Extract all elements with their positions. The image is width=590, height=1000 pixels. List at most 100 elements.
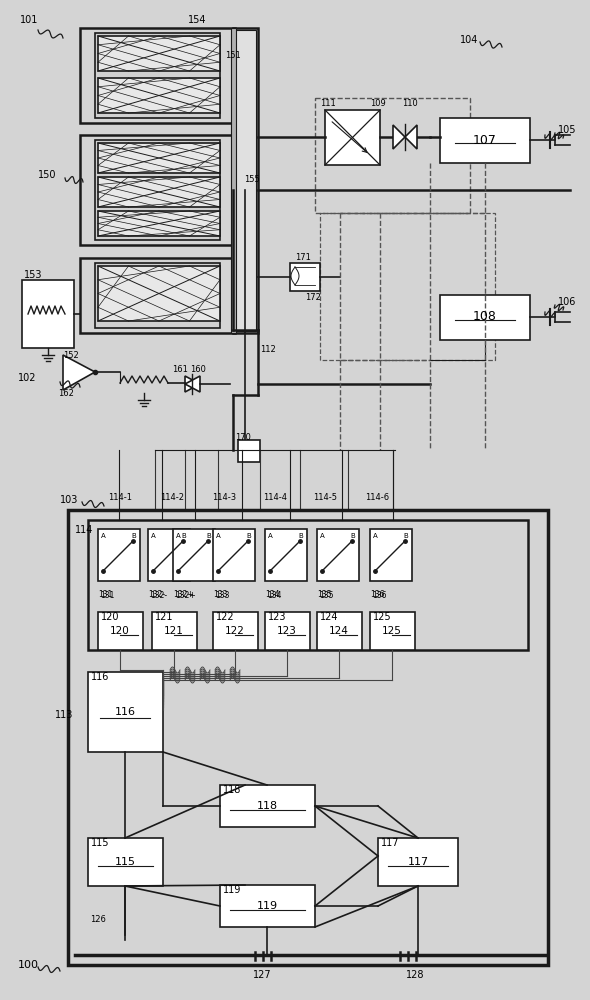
Text: B: B bbox=[350, 533, 355, 539]
Text: 172: 172 bbox=[305, 294, 321, 302]
Bar bbox=[265, 529, 307, 581]
Bar bbox=[98, 266, 220, 321]
Bar bbox=[370, 529, 412, 581]
Text: A: A bbox=[176, 533, 181, 539]
Text: 112: 112 bbox=[260, 346, 276, 355]
Text: 131: 131 bbox=[98, 590, 112, 599]
Text: 133: 133 bbox=[213, 590, 228, 599]
Text: 107: 107 bbox=[473, 133, 497, 146]
Bar bbox=[152, 612, 197, 650]
Text: 162: 162 bbox=[58, 388, 74, 397]
Text: 136: 136 bbox=[370, 590, 385, 599]
Text: 114-3: 114-3 bbox=[212, 492, 236, 502]
Bar bbox=[80, 135, 235, 245]
Text: A: A bbox=[151, 533, 156, 539]
Text: B: B bbox=[131, 533, 136, 539]
Text: 115: 115 bbox=[114, 857, 136, 867]
Text: 119: 119 bbox=[223, 885, 241, 895]
Text: 123: 123 bbox=[268, 612, 287, 622]
Text: B: B bbox=[403, 533, 408, 539]
Bar bbox=[95, 263, 220, 328]
Text: 135: 135 bbox=[317, 590, 332, 599]
Polygon shape bbox=[185, 376, 200, 392]
Text: 132-: 132- bbox=[148, 590, 165, 599]
Text: 133: 133 bbox=[215, 590, 230, 599]
Text: 123: 123 bbox=[277, 626, 297, 636]
Text: 154: 154 bbox=[188, 15, 206, 25]
Text: 111: 111 bbox=[320, 99, 336, 107]
Text: 127: 127 bbox=[253, 970, 271, 980]
Bar bbox=[315, 98, 470, 213]
Bar bbox=[233, 28, 258, 333]
Text: 152: 152 bbox=[63, 351, 78, 360]
Text: 122: 122 bbox=[216, 612, 235, 622]
Bar bbox=[440, 118, 530, 163]
Bar bbox=[220, 785, 315, 827]
Bar bbox=[88, 520, 528, 650]
Bar bbox=[80, 258, 235, 333]
Bar bbox=[95, 140, 220, 240]
Bar bbox=[378, 838, 458, 886]
Text: 105: 105 bbox=[558, 125, 576, 135]
Bar bbox=[235, 30, 256, 331]
Text: 101: 101 bbox=[20, 15, 38, 25]
Text: 160: 160 bbox=[190, 365, 206, 374]
Polygon shape bbox=[405, 125, 417, 149]
Text: 153: 153 bbox=[24, 270, 42, 280]
Text: 120: 120 bbox=[110, 626, 130, 636]
Text: 114-6: 114-6 bbox=[365, 492, 389, 502]
Bar bbox=[98, 211, 220, 236]
Text: 125: 125 bbox=[382, 626, 402, 636]
Text: 120: 120 bbox=[101, 612, 120, 622]
Text: 117: 117 bbox=[381, 838, 399, 848]
Text: 128: 128 bbox=[406, 970, 424, 980]
Text: 114-5: 114-5 bbox=[313, 492, 337, 502]
Text: 131: 131 bbox=[100, 590, 114, 599]
Text: 134: 134 bbox=[267, 590, 281, 599]
Text: 100: 100 bbox=[18, 960, 39, 970]
Bar bbox=[231, 28, 236, 333]
Text: 125: 125 bbox=[373, 612, 392, 622]
Text: B: B bbox=[298, 533, 303, 539]
Text: 135: 135 bbox=[319, 590, 333, 599]
Text: 118: 118 bbox=[223, 785, 241, 795]
Bar bbox=[22, 280, 74, 348]
Text: 132+: 132+ bbox=[175, 590, 196, 599]
Text: 122: 122 bbox=[225, 626, 245, 636]
Text: 132-: 132- bbox=[150, 590, 167, 599]
Text: 121: 121 bbox=[164, 626, 184, 636]
Text: 124: 124 bbox=[329, 626, 349, 636]
Text: 113: 113 bbox=[55, 710, 73, 720]
Bar bbox=[213, 612, 258, 650]
Bar bbox=[68, 510, 548, 965]
Text: A: A bbox=[268, 533, 273, 539]
Bar bbox=[98, 143, 220, 173]
Bar bbox=[325, 110, 380, 165]
Bar bbox=[238, 440, 260, 462]
Text: B: B bbox=[181, 533, 186, 539]
Text: 114-1: 114-1 bbox=[108, 492, 132, 502]
Bar bbox=[80, 28, 235, 123]
Text: 109: 109 bbox=[370, 99, 386, 107]
Bar bbox=[290, 263, 320, 291]
Bar bbox=[88, 672, 163, 752]
Bar bbox=[95, 33, 220, 118]
Text: A: A bbox=[320, 533, 325, 539]
Text: B: B bbox=[206, 533, 211, 539]
Text: 134: 134 bbox=[265, 590, 280, 599]
Polygon shape bbox=[185, 376, 200, 392]
Text: 116: 116 bbox=[114, 707, 136, 717]
Bar bbox=[88, 838, 163, 886]
Bar bbox=[265, 612, 310, 650]
Text: 150: 150 bbox=[38, 170, 57, 180]
Bar bbox=[148, 529, 190, 581]
Text: 161: 161 bbox=[172, 365, 188, 374]
Text: 171: 171 bbox=[295, 253, 311, 262]
Text: 114: 114 bbox=[75, 525, 93, 535]
Text: 121: 121 bbox=[155, 612, 173, 622]
Bar bbox=[98, 612, 143, 650]
Text: 106: 106 bbox=[558, 297, 576, 307]
Text: 132+: 132+ bbox=[173, 590, 194, 599]
Bar bbox=[317, 529, 359, 581]
Text: 155: 155 bbox=[244, 176, 260, 184]
